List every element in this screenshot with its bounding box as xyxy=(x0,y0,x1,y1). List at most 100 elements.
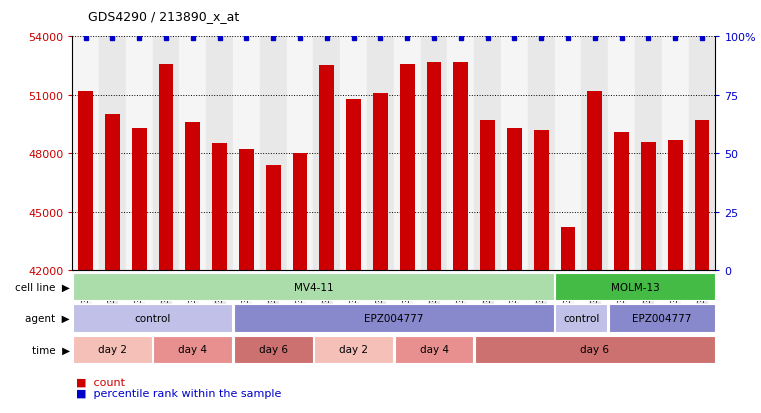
Text: GSM739166: GSM739166 xyxy=(644,274,653,325)
Text: GSM739148: GSM739148 xyxy=(323,274,331,325)
Text: day 4: day 4 xyxy=(178,344,207,355)
Bar xyxy=(153,37,180,271)
Bar xyxy=(394,37,421,271)
Bar xyxy=(234,336,313,363)
Bar xyxy=(346,100,361,413)
Bar xyxy=(480,121,495,413)
Bar xyxy=(320,66,334,413)
Bar xyxy=(695,121,709,413)
Bar xyxy=(234,304,554,332)
Bar xyxy=(662,37,689,271)
Text: MOLM-13: MOLM-13 xyxy=(610,282,659,292)
Bar xyxy=(212,144,227,413)
Text: EPZ004777: EPZ004777 xyxy=(364,313,424,323)
Text: GSM739170: GSM739170 xyxy=(591,274,599,325)
Bar xyxy=(635,37,662,271)
Text: GDS4290 / 213890_x_at: GDS4290 / 213890_x_at xyxy=(88,10,239,23)
Bar xyxy=(373,94,388,413)
Text: GSM739168: GSM739168 xyxy=(697,274,706,325)
Bar xyxy=(73,336,152,363)
Bar xyxy=(186,123,200,413)
Text: GSM739157: GSM739157 xyxy=(161,274,170,325)
Bar xyxy=(233,37,260,271)
Text: GSM739149: GSM739149 xyxy=(349,274,358,325)
Bar xyxy=(260,37,287,271)
Bar xyxy=(293,154,307,413)
Bar xyxy=(73,304,232,332)
Text: GSM739151: GSM739151 xyxy=(81,274,91,325)
Bar xyxy=(105,115,119,413)
Text: time  ▶: time ▶ xyxy=(32,344,70,355)
Bar xyxy=(314,336,393,363)
Bar xyxy=(454,62,468,413)
Bar xyxy=(614,133,629,413)
Bar xyxy=(126,37,153,271)
Bar xyxy=(427,62,441,413)
Bar xyxy=(72,37,99,271)
Bar xyxy=(266,166,281,413)
Text: GSM739162: GSM739162 xyxy=(537,274,546,325)
Bar xyxy=(73,273,554,301)
Text: cell line  ▶: cell line ▶ xyxy=(15,282,70,292)
Text: day 6: day 6 xyxy=(259,344,288,355)
Bar xyxy=(400,64,415,413)
Text: GSM739152: GSM739152 xyxy=(108,274,117,325)
Text: GSM739164: GSM739164 xyxy=(269,274,278,325)
Bar xyxy=(474,37,501,271)
Bar xyxy=(447,37,474,271)
Text: day 4: day 4 xyxy=(419,344,448,355)
Bar xyxy=(287,37,314,271)
Text: GSM739165: GSM739165 xyxy=(295,274,304,325)
Bar xyxy=(314,37,340,271)
Text: day 2: day 2 xyxy=(98,344,127,355)
Bar xyxy=(528,37,555,271)
Bar xyxy=(154,336,232,363)
Text: GSM739159: GSM739159 xyxy=(215,274,224,325)
Bar xyxy=(689,37,715,271)
Text: control: control xyxy=(563,313,600,323)
Bar xyxy=(132,128,147,413)
Text: GSM739160: GSM739160 xyxy=(483,274,492,325)
Bar xyxy=(180,37,206,271)
Bar xyxy=(561,228,575,413)
Bar xyxy=(581,37,608,271)
Bar xyxy=(608,37,635,271)
Text: ■  percentile rank within the sample: ■ percentile rank within the sample xyxy=(76,388,282,398)
Text: GSM739161: GSM739161 xyxy=(510,274,519,325)
Bar xyxy=(609,304,715,332)
Bar xyxy=(641,142,656,413)
Bar xyxy=(555,37,581,271)
Text: GSM739153: GSM739153 xyxy=(135,274,144,325)
Text: MV4-11: MV4-11 xyxy=(294,282,333,292)
Text: day 6: day 6 xyxy=(581,344,610,355)
Bar xyxy=(340,37,367,271)
Text: control: control xyxy=(135,313,171,323)
Bar xyxy=(507,128,522,413)
Bar xyxy=(421,37,447,271)
Bar xyxy=(533,131,549,413)
Bar xyxy=(99,37,126,271)
Bar xyxy=(239,150,254,413)
Text: GSM739171: GSM739171 xyxy=(617,274,626,325)
Bar xyxy=(367,37,394,271)
Text: GSM739167: GSM739167 xyxy=(670,274,680,325)
Bar xyxy=(159,64,174,413)
Text: EPZ004777: EPZ004777 xyxy=(632,313,692,323)
Bar xyxy=(587,92,602,413)
Bar xyxy=(395,336,473,363)
Text: day 2: day 2 xyxy=(339,344,368,355)
Text: GSM739154: GSM739154 xyxy=(403,274,412,325)
Bar xyxy=(78,92,93,413)
Bar xyxy=(556,304,607,332)
Bar xyxy=(475,336,715,363)
Text: GSM739155: GSM739155 xyxy=(429,274,438,325)
Text: GSM739169: GSM739169 xyxy=(563,274,572,325)
Bar xyxy=(668,140,683,413)
Bar xyxy=(206,37,233,271)
Text: GSM739158: GSM739158 xyxy=(189,274,197,325)
Text: ■  count: ■ count xyxy=(76,377,125,387)
Bar xyxy=(501,37,528,271)
Text: agent  ▶: agent ▶ xyxy=(25,313,70,323)
Text: GSM739156: GSM739156 xyxy=(457,274,465,325)
Text: GSM739150: GSM739150 xyxy=(376,274,385,325)
